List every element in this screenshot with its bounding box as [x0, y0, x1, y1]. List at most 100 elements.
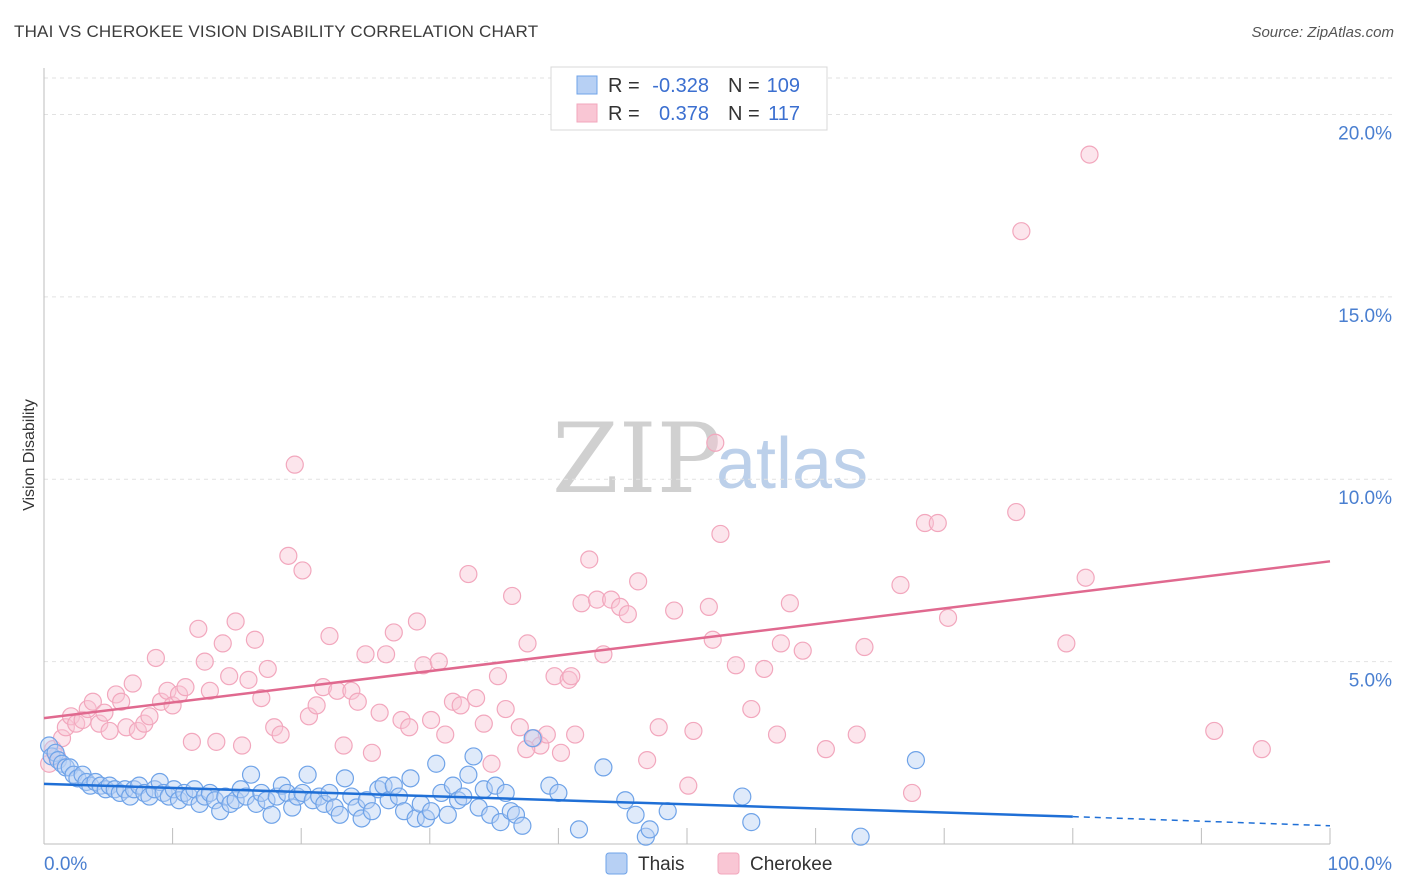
data-point-cherokee — [755, 659, 774, 679]
data-point-thais — [523, 729, 542, 748]
legend-swatch-cherokee — [717, 852, 740, 875]
data-point-cherokee — [699, 597, 718, 617]
data-point-cherokee — [429, 652, 448, 671]
data-point-cherokee — [711, 524, 730, 544]
data-point-thais — [851, 827, 870, 846]
data-point-cherokee — [279, 546, 298, 565]
data-point-cherokee — [100, 721, 119, 741]
legend-label-cherokee: Cherokee — [750, 854, 832, 875]
data-point-cherokee — [928, 513, 947, 533]
data-point-cherokee — [117, 718, 136, 737]
data-point-cherokee — [265, 718, 284, 737]
data-point-cherokee — [618, 605, 637, 624]
data-point-thais — [347, 798, 366, 817]
data-point-cherokee — [503, 586, 522, 606]
data-point-thais — [40, 736, 59, 755]
data-point-cherokee — [348, 692, 367, 711]
data-point-cherokee — [587, 590, 607, 609]
data-point-cherokee — [855, 637, 874, 657]
data-point-cherokee — [1057, 634, 1076, 653]
legend-swatch-thais — [605, 852, 628, 875]
data-point-thais — [262, 805, 281, 824]
x-tick-label-min: 0.0% — [44, 854, 87, 875]
y-axis-title: Vision Disability — [21, 399, 38, 511]
data-point-cherokee — [232, 736, 252, 755]
data-point-thais — [315, 794, 334, 813]
data-point-thais — [46, 743, 65, 762]
data-point-cherokee — [376, 645, 396, 664]
data-point-cherokee — [902, 783, 922, 803]
data-point-cherokee — [239, 670, 258, 689]
data-point-thais — [427, 754, 446, 773]
data-point-cherokee — [482, 754, 501, 773]
y-tick-labels: 5.0% 10.0% 15.0% 20.0% — [1338, 123, 1392, 691]
data-point-cherokee — [780, 594, 799, 613]
stats-thais-r-label: R = — [608, 75, 640, 97]
data-point-thais — [421, 802, 441, 821]
data-point-cherokee — [407, 612, 427, 631]
data-point-cherokee — [1205, 721, 1224, 741]
data-point-cherokee — [436, 725, 455, 744]
data-point-thais — [401, 769, 420, 788]
data-point-cherokee — [245, 630, 265, 649]
data-point-cherokee — [474, 714, 493, 733]
data-point-thais — [733, 787, 752, 806]
data-point-thais — [298, 765, 317, 784]
data-point-cherokee — [200, 681, 219, 700]
source-label: Source: ZipAtlas.com — [1251, 24, 1394, 41]
x-tick-label-max: 100.0% — [1328, 854, 1393, 875]
data-point-cherokee — [466, 688, 486, 708]
data-point-cherokee — [128, 721, 147, 741]
legend-label-thais: Thais — [638, 854, 684, 875]
data-point-thais — [481, 805, 500, 824]
data-point-cherokee — [220, 667, 239, 686]
stats-cherokee-r-label: R = — [608, 103, 640, 125]
data-point-cherokee — [580, 550, 599, 569]
data-point-cherokee — [146, 648, 165, 668]
data-point-cherokee — [112, 692, 131, 711]
data-point-cherokee — [169, 685, 189, 704]
data-point-cherokee — [252, 688, 271, 708]
data-point-cherokee — [384, 623, 403, 642]
data-point-thais — [658, 802, 677, 821]
data-point-cherokee — [638, 751, 657, 770]
watermark-zip: ZIP — [552, 403, 721, 515]
series-cherokee-points — [40, 145, 1271, 803]
stats-thais-n-label: N = — [728, 75, 760, 97]
trend-line-thais — [43, 782, 1073, 818]
data-point-thais — [640, 820, 659, 839]
data-point-cherokee — [189, 619, 208, 638]
data-point-cherokee — [551, 743, 571, 762]
data-point-cherokee — [938, 608, 958, 627]
stats-thais-r-value: -0.328 — [652, 75, 709, 97]
data-point-cherokee — [537, 725, 556, 744]
data-point-cherokee — [414, 656, 433, 675]
series-legend: Thais Cherokee — [605, 852, 832, 875]
data-point-cherokee — [459, 564, 478, 584]
data-point-thais — [506, 805, 526, 824]
data-point-cherokee — [226, 612, 245, 631]
data-point-cherokee — [356, 645, 375, 664]
data-point-thais — [459, 765, 478, 784]
data-point-cherokee — [510, 718, 529, 737]
y-tick-label: 5.0% — [1349, 671, 1392, 692]
data-point-cherokee — [847, 725, 866, 744]
stats-cherokee-n-label: N = — [728, 103, 760, 125]
data-point-thais — [513, 816, 532, 835]
data-point-cherokee — [742, 699, 761, 719]
data-point-cherokee — [285, 455, 304, 474]
data-point-thais — [438, 805, 457, 824]
data-point-cherokee — [531, 736, 550, 755]
data-point-cherokee — [451, 696, 470, 715]
data-point-cherokee — [307, 696, 326, 715]
stats-cherokee-r-value: 0.378 — [659, 103, 709, 125]
data-point-cherokee — [334, 736, 353, 755]
trend-line-thais-extension — [1072, 815, 1331, 827]
stats-swatch-thais — [576, 75, 598, 95]
data-point-cherokee — [271, 725, 290, 744]
data-point-cherokee — [400, 718, 419, 737]
y-tick-label: 10.0% — [1338, 488, 1392, 509]
data-point-cherokee — [915, 513, 935, 533]
stats-legend: R = -0.328 N = 109 R = 0.378 N = 117 — [550, 66, 828, 131]
data-point-cherokee — [213, 634, 232, 653]
